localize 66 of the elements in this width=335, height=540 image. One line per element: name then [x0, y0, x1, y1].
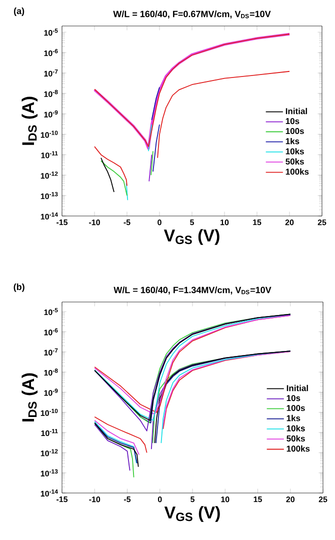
x-axis-title: V$_{GS}$ (V): [164, 506, 220, 522]
x-tick-label: -10: [89, 220, 100, 226]
x-tick-label: 20: [286, 496, 294, 502]
y-tick-label: 10$^{-8}$: [44, 368, 58, 376]
x-axis-title: V$_{GS}$ (V): [164, 229, 220, 245]
legend-label: 100ks: [286, 445, 310, 452]
line-series: [94, 146, 128, 186]
legend-label: Initial: [286, 108, 307, 114]
y-tick-label: 10$^{-10}$: [40, 130, 58, 138]
y-tick-label: 10$^{-13}$: [40, 469, 58, 476]
x-tick-label: 5: [190, 220, 194, 226]
legend-label: 10ks: [286, 148, 304, 154]
x-tick-label: -5: [124, 496, 131, 502]
legend-label: 50ks: [286, 158, 304, 165]
legend-label: 1ks: [286, 138, 300, 144]
y-tick-label: 10$^{-9}$: [44, 110, 58, 118]
y-tick-label: 10$^{-7}$: [44, 69, 58, 77]
text: (a): [14, 8, 24, 16]
x-tick-label: 5: [190, 496, 194, 502]
y-tick-label: 10$^{-12}$: [40, 172, 58, 179]
legend-label: 100s: [286, 405, 305, 412]
x-tick-label: 10: [221, 496, 230, 502]
x-tick-label: 15: [253, 220, 262, 226]
y-tick-label: 10$^{-14}$: [40, 489, 58, 497]
x-tick-label: -15: [56, 496, 68, 502]
x-tick-label: 25: [318, 496, 328, 502]
x-tick-label: 25: [318, 220, 326, 226]
y-tick-label: 10$^{-6}$: [44, 49, 58, 56]
y-tick-label: 10$^{-8}$: [44, 90, 58, 97]
y-tick-label: 10$^{-7}$: [44, 348, 58, 356]
y-tick-label: 10$^{-12}$: [40, 449, 58, 456]
line-series: [94, 420, 140, 456]
y-tick-label: 10$^{-6}$: [44, 328, 58, 336]
legend-label: 100ks: [286, 168, 309, 175]
line-series: [100, 160, 128, 196]
line-series: [94, 424, 130, 471]
y-tick-label: 10$^{-5}$: [44, 28, 58, 36]
line-series: [100, 157, 114, 192]
x-tick-label: -5: [124, 220, 130, 226]
y-axis-title: I$_{DS}$ (A): [22, 373, 38, 422]
chart-title: W/L = 160/40, F=0.67MV/cm, V$_{DS}$=10V: [113, 10, 271, 18]
y-tick-label: 10$^{-11}$: [41, 429, 58, 436]
y-axis-title: I$_{DS}$ (A): [22, 96, 38, 145]
x-tick-label: -10: [89, 496, 100, 502]
legend-label: 1ks: [286, 414, 300, 422]
y-tick-label: 10$^{-10}$: [40, 408, 58, 416]
legend-label: 100s: [286, 128, 304, 134]
legend-label: 10s: [286, 395, 300, 402]
line-series: [94, 416, 148, 454]
legend-label: 10s: [286, 118, 300, 124]
y-tick-label: 10$^{-9}$: [44, 388, 58, 396]
x-tick-label: 0: [158, 496, 162, 502]
x-tick-label: 10: [220, 220, 229, 226]
text: (b): [14, 283, 24, 292]
x-tick-label: 0: [158, 220, 162, 226]
legend-label: 10ks: [286, 425, 305, 432]
chart-title: W/L = 160/40, F=1.34MV/cm, V$_{DS}$=10V: [114, 286, 272, 294]
y-tick-label: 10$^{-14}$: [40, 212, 58, 220]
x-tick-label: 20: [285, 220, 294, 226]
legend-label: 50ks: [286, 435, 305, 442]
y-tick-label: 10$^{-13}$: [40, 192, 58, 200]
x-tick-label: 15: [254, 496, 262, 502]
legend-label: Initial: [286, 384, 308, 392]
y-tick-label: 10$^{-11}$: [41, 151, 58, 158]
x-tick-label: -15: [56, 220, 68, 226]
y-tick-label: 10$^{-5}$: [44, 308, 58, 316]
